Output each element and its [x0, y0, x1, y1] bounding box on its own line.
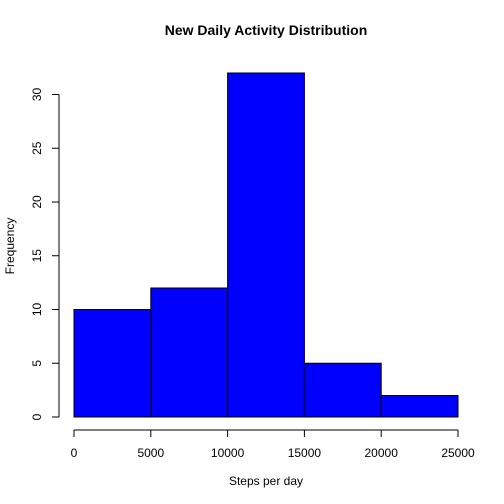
bars-group [73, 72, 459, 418]
x-tick-label: 10000 [211, 446, 245, 460]
y-tick-label: 5 [30, 360, 44, 367]
y-tick-label: 10 [30, 303, 44, 317]
x-axis-label: Steps per day [229, 474, 303, 488]
chart-title: New Daily Activity Distribution [165, 22, 368, 38]
y-tick-label: 0 [30, 413, 44, 420]
y-axis-label: Frequency [3, 218, 17, 275]
y-tick-label: 25 [30, 141, 44, 155]
x-tick-label: 25000 [441, 446, 475, 460]
histogram-bar-3 [227, 72, 305, 418]
x-tick-label: 5000 [137, 446, 164, 460]
y-tick-label: 20 [30, 195, 44, 209]
histogram-bar-4 [303, 362, 382, 418]
y-tick-label: 15 [30, 249, 44, 263]
histogram-bar-5 [380, 395, 459, 418]
histogram-bar-2 [150, 287, 229, 418]
x-axis: 0 5000 10000 15000 20000 25000 [71, 429, 475, 460]
y-tick-label: 30 [30, 88, 44, 102]
histogram-bar-1 [73, 309, 152, 418]
x-tick-label: 0 [71, 446, 78, 460]
x-tick-label: 15000 [288, 446, 322, 460]
y-axis: 0 5 10 15 20 25 30 [30, 88, 60, 420]
x-tick-label: 20000 [365, 446, 399, 460]
